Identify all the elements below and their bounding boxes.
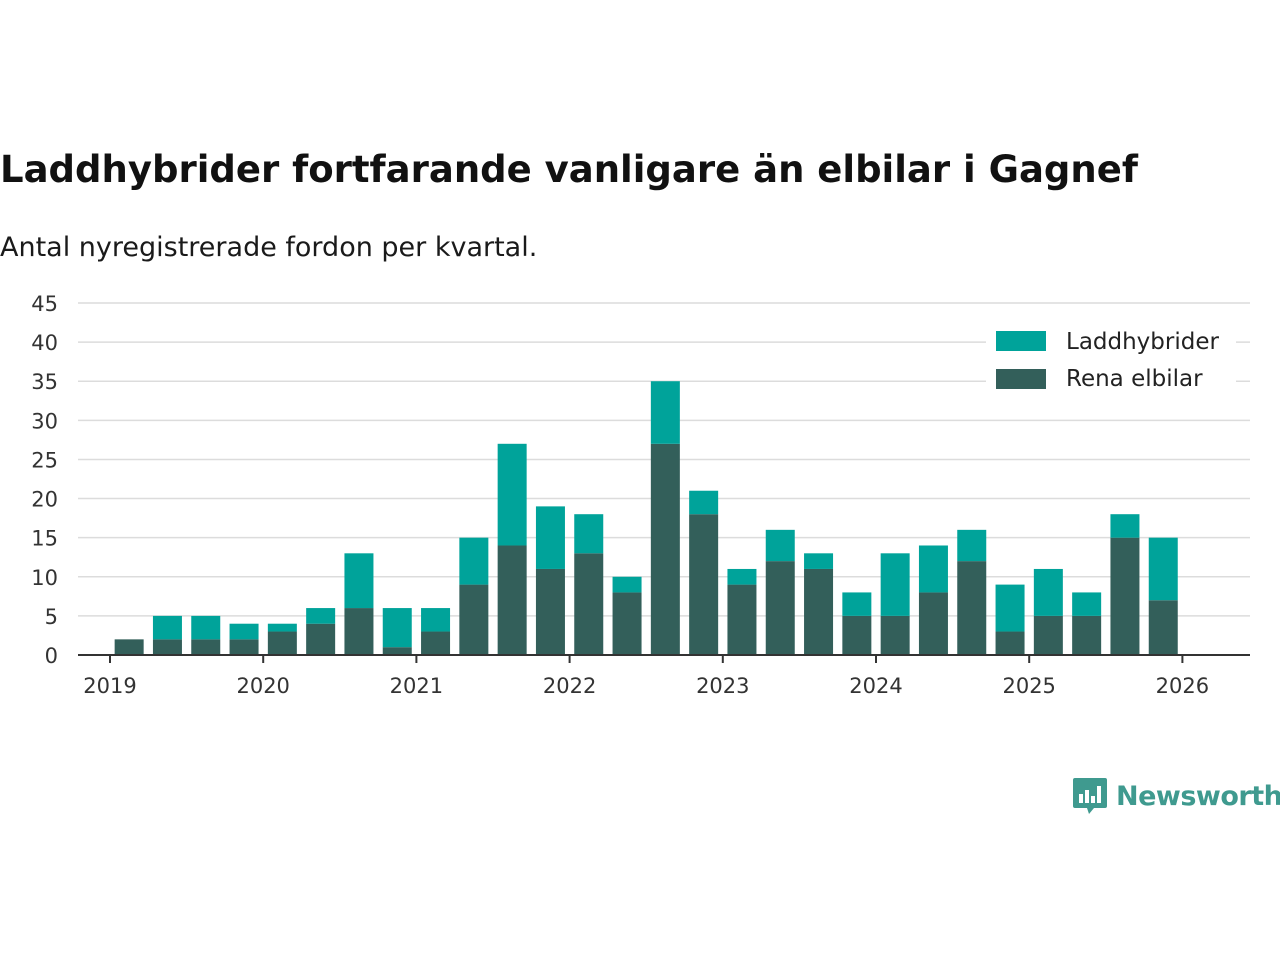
bar-laddhybrider-2019Q3 (191, 615, 221, 640)
bar-rena-elbilar-2021Q4 (535, 568, 565, 655)
bar-laddhybrider-2019Q2 (152, 615, 182, 640)
chart-title: Laddhybrider fortfarande vanligare än el… (0, 148, 1138, 191)
bar-rena-elbilar-2023Q3 (804, 568, 834, 655)
y-tick-label: 15 (31, 527, 58, 551)
bar-laddhybrider-2022Q2 (612, 576, 642, 593)
bar-laddhybrider-2025Q2 (1072, 592, 1102, 616)
x-tick-label: 2021 (390, 674, 443, 698)
bar-rena-elbilar-2024Q3 (957, 561, 987, 655)
bar-laddhybrider-2024Q1 (880, 553, 910, 616)
bar-rena-elbilar-2019Q2 (152, 639, 182, 655)
bar-rena-elbilar-2020Q1 (267, 631, 297, 655)
x-tick-label: 2025 (1002, 674, 1055, 698)
bar-rena-elbilar-2019Q1 (114, 639, 144, 655)
bar-laddhybrider-2019Q4 (229, 623, 259, 640)
bar-laddhybrider-2023Q4 (842, 592, 872, 616)
bar-laddhybrider-2025Q3 (1110, 514, 1140, 538)
x-tick-label: 2022 (543, 674, 596, 698)
bar-rena-elbilar-2023Q4 (842, 615, 872, 655)
bar-laddhybrider-2020Q1 (267, 623, 297, 632)
y-tick-label: 0 (45, 644, 58, 668)
bar-rena-elbilar-2022Q3 (650, 443, 680, 655)
legend-swatch-laddhybrider (996, 331, 1046, 351)
bar-laddhybrider-2025Q4 (1148, 537, 1178, 601)
bar-laddhybrider-2020Q2 (306, 608, 336, 624)
legend: Laddhybrider Rena elbilar (986, 316, 1236, 396)
bar-rena-elbilar-2025Q3 (1110, 537, 1140, 655)
bar-rena-elbilar-2025Q2 (1072, 615, 1102, 655)
x-tick-label: 2023 (696, 674, 749, 698)
brand-name: Newsworthy (1116, 780, 1280, 812)
bar-rena-elbilar-2025Q1 (1033, 615, 1063, 655)
y-tick-label: 45 (31, 292, 58, 316)
bar-rena-elbilar-2020Q3 (344, 608, 374, 655)
bar-rena-elbilar-2022Q1 (574, 553, 604, 655)
bar-laddhybrider-2021Q2 (459, 537, 489, 585)
bar-laddhybrider-2022Q3 (650, 381, 680, 444)
chart-subtitle: Antal nyregistrerade fordon per kvartal. (0, 232, 538, 263)
bar-laddhybrider-2024Q4 (995, 584, 1025, 632)
bar-rena-elbilar-2022Q2 (612, 592, 642, 655)
bar-laddhybrider-2023Q3 (804, 553, 834, 569)
newsworthy-logo: Newsworthy (1072, 776, 1280, 816)
bar-laddhybrider-2024Q2 (918, 545, 948, 593)
x-axis-ticks: 2019 2020 2021 2022 2023 2024 2025 2026 (83, 655, 1209, 698)
bar-laddhybrider-2025Q1 (1033, 568, 1063, 616)
bar-rena-elbilar-2021Q3 (497, 545, 527, 655)
bar-laddhybrider-2021Q1 (421, 608, 451, 632)
bar-rena-elbilar-2024Q4 (995, 631, 1025, 655)
bar-rena-elbilar-2020Q4 (382, 647, 412, 655)
bar-rena-elbilar-2022Q4 (689, 514, 719, 655)
newsworthy-logo-icon (1073, 778, 1107, 814)
bar-rena-elbilar-2021Q1 (421, 631, 451, 655)
y-tick-label: 40 (31, 331, 58, 355)
bar-rena-elbilar-2024Q1 (880, 615, 910, 655)
y-tick-label: 5 (45, 605, 58, 629)
bar-rena-elbilar-2020Q2 (306, 623, 336, 655)
x-tick-label: 2026 (1156, 674, 1209, 698)
y-tick-label: 10 (31, 566, 58, 590)
y-axis-ticks: 0 5 10 15 20 25 30 35 40 45 (31, 292, 58, 668)
bar-rena-elbilar-2024Q2 (918, 592, 948, 655)
y-tick-label: 25 (31, 448, 58, 472)
y-tick-label: 30 (31, 409, 58, 433)
bar-laddhybrider-2024Q3 (957, 529, 987, 562)
bar-laddhybrider-2021Q4 (535, 506, 565, 569)
bar-laddhybrider-2022Q1 (574, 514, 604, 554)
bar-laddhybrider-2023Q1 (727, 568, 757, 585)
bar-rena-elbilar-2019Q4 (229, 639, 259, 655)
legend-label-laddhybrider: Laddhybrider (1066, 329, 1219, 355)
bar-rena-elbilar-2023Q2 (765, 561, 795, 655)
bar-rena-elbilar-2021Q2 (459, 584, 489, 655)
bar-laddhybrider-2020Q4 (382, 608, 412, 648)
bar-rena-elbilar-2019Q3 (191, 639, 221, 655)
y-tick-label: 35 (31, 370, 58, 394)
x-tick-label: 2019 (83, 674, 136, 698)
bar-rena-elbilar-2025Q4 (1148, 600, 1178, 655)
y-tick-label: 20 (31, 488, 58, 512)
legend-swatch-rena-elbilar (996, 369, 1046, 389)
x-tick-label: 2024 (849, 674, 902, 698)
bar-laddhybrider-2023Q2 (765, 529, 795, 562)
bars (114, 381, 1178, 655)
bar-laddhybrider-2020Q3 (344, 553, 374, 609)
bar-laddhybrider-2021Q3 (497, 443, 527, 546)
bar-laddhybrider-2022Q4 (689, 490, 719, 515)
bar-rena-elbilar-2023Q1 (727, 584, 757, 655)
legend-label-rena-elbilar: Rena elbilar (1066, 366, 1203, 392)
x-tick-label: 2020 (236, 674, 289, 698)
